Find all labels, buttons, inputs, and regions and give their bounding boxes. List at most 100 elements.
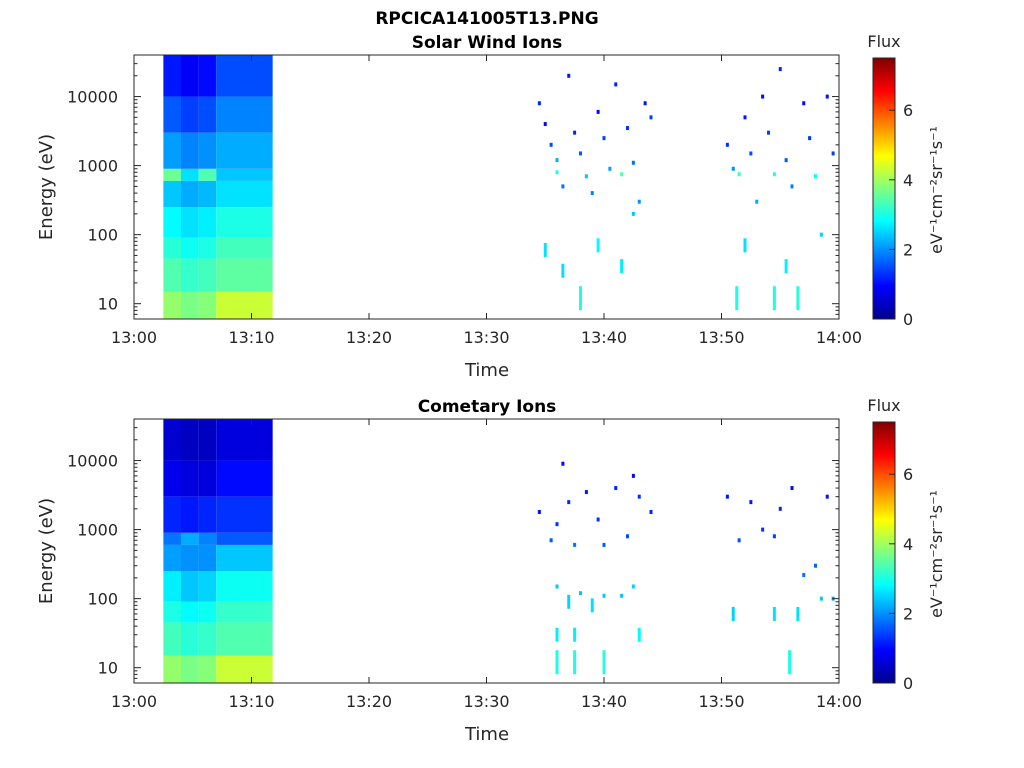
colorbar-tick-label: 0	[903, 674, 913, 693]
data-point	[743, 238, 747, 253]
data-point	[567, 594, 571, 609]
data-point	[584, 490, 588, 495]
data-point	[637, 627, 641, 642]
data-point	[802, 573, 806, 578]
heatmap-cell	[163, 622, 181, 656]
data-point	[761, 94, 765, 99]
data-point	[567, 500, 571, 505]
heatmap-cell	[181, 460, 199, 497]
y-tick-label: 10000	[67, 88, 118, 107]
heatmap-cell	[216, 207, 273, 238]
colorbar-ticks: 0 2 4 6	[889, 101, 913, 329]
data-point	[819, 232, 823, 237]
data-point	[784, 158, 788, 163]
data-point	[573, 627, 577, 642]
data-point	[825, 94, 829, 99]
solar-wind-ions-panel: Solar Wind Ions 13:00 13:10 13:20 13:30 13:4…	[36, 32, 946, 381]
x-tick-label: 13:20	[346, 692, 392, 711]
data-point	[649, 115, 653, 120]
heatmap-cell	[198, 544, 217, 572]
heatmap-cells	[163, 419, 835, 683]
data-point	[631, 473, 635, 478]
heatmap-cell	[181, 291, 199, 319]
x-tick-label: 13:40	[581, 328, 627, 347]
data-point	[749, 151, 753, 156]
heatmap-cell	[216, 180, 273, 208]
data-point	[596, 238, 600, 253]
data-point	[573, 130, 577, 135]
heatmap-cell	[216, 532, 273, 545]
data-point	[749, 500, 753, 505]
data-point	[555, 158, 559, 163]
data-point	[602, 136, 606, 141]
cometary-ions-panel: Cometary Ions 13:00 13:10 13:20 13:30 13:40 1…	[36, 396, 946, 745]
data-point	[802, 101, 806, 106]
colorbar-title: Flux	[867, 32, 900, 51]
data-point	[549, 538, 553, 543]
x-tick-label: 13:50	[698, 692, 744, 711]
x-tick-label: 13:00	[111, 328, 157, 347]
heatmap-cell	[163, 207, 181, 238]
data-point	[772, 534, 776, 539]
colorbar-label: eV⁻¹cm⁻²sr⁻¹s⁻¹	[927, 126, 946, 254]
heatmap-cell	[163, 496, 181, 533]
heatmap-cell	[181, 96, 199, 133]
data-point	[626, 126, 629, 131]
data-point	[790, 184, 794, 189]
data-point	[555, 627, 559, 642]
heatmap-cell	[198, 622, 217, 656]
heatmap-cell	[163, 601, 181, 623]
data-point	[561, 461, 565, 466]
colorbar-tick-label: 6	[903, 101, 913, 120]
data-point	[819, 596, 823, 601]
data-point	[537, 509, 541, 514]
data-point	[796, 286, 800, 311]
heatmap-cell	[198, 571, 217, 602]
figure-filename: RPCICA141005T13.PNG	[375, 9, 598, 29]
heatmap-cell	[163, 180, 181, 208]
heatmap-cell	[163, 571, 181, 602]
data-point	[784, 259, 788, 274]
heatmap-cell	[198, 168, 217, 181]
colorbar-ticks: 0 2 4 6	[889, 465, 913, 693]
data-point	[772, 286, 776, 311]
data-point	[761, 527, 765, 532]
data-point	[825, 494, 829, 499]
heatmap-cell	[181, 496, 199, 533]
data-point	[743, 115, 747, 120]
heatmap-cell	[198, 496, 217, 533]
data-point	[814, 563, 817, 568]
heatmap-cell	[198, 55, 217, 97]
colorbar-label: eV⁻¹cm⁻²sr⁻¹s⁻¹	[927, 490, 946, 618]
data-point	[725, 494, 729, 499]
y-tick-label: 10000	[67, 452, 118, 471]
heatmap-cell	[181, 655, 199, 683]
heatmap-cell	[163, 460, 181, 497]
plot-frame	[133, 418, 840, 684]
data-point	[790, 486, 794, 491]
heatmap-cell	[163, 419, 181, 461]
heatmap-cell	[216, 460, 273, 497]
heatmap-cell	[216, 96, 273, 133]
colorbar	[872, 57, 896, 320]
data-point	[631, 211, 635, 216]
colorbar	[872, 421, 896, 684]
x-tick-label: 13:20	[346, 328, 392, 347]
data-point	[573, 650, 577, 675]
data-point	[631, 584, 635, 589]
data-point	[579, 591, 582, 596]
heatmap-cell	[181, 258, 199, 292]
heatmap-cell	[216, 168, 273, 181]
y-tick-label: 1000	[77, 157, 118, 176]
heatmap-cell	[181, 601, 199, 623]
x-tick-label: 13:30	[463, 692, 509, 711]
heatmap-cell	[181, 207, 199, 238]
data-point	[772, 606, 776, 621]
heatmap-cell	[198, 532, 217, 545]
heatmap-cell	[198, 207, 217, 238]
heatmap-cell	[216, 622, 273, 656]
x-tick-label: 13:40	[581, 692, 627, 711]
data-point	[602, 593, 606, 598]
data-point	[596, 517, 600, 522]
